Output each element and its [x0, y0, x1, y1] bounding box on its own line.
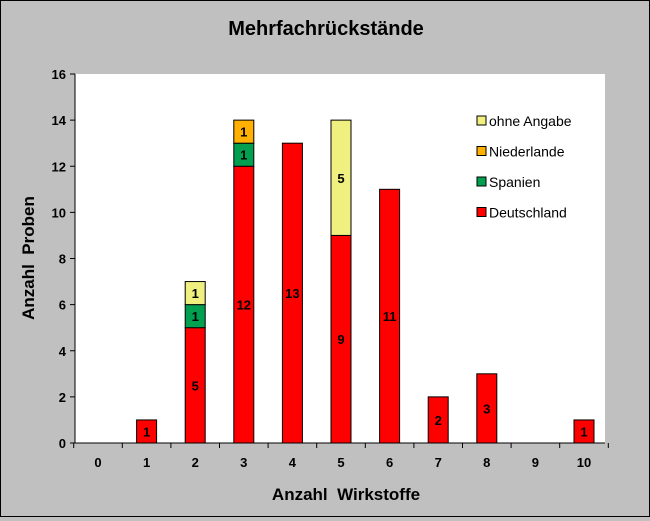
x-tick-label: 2 [192, 455, 199, 470]
y-tick-label: 6 [59, 298, 66, 313]
y-tick-label: 4 [59, 344, 67, 359]
x-tick-label: 9 [532, 455, 539, 470]
y-axis-label: Anzahl Proben [19, 196, 38, 320]
x-tick-label: 4 [289, 455, 297, 470]
x-axis-label: Anzahl Wirkstoffe [272, 485, 420, 504]
x-tick-label: 0 [94, 455, 101, 470]
data-label: 1 [240, 125, 247, 140]
legend-swatch [476, 146, 487, 156]
legend-label: Spanien [489, 174, 540, 190]
bar-segment-ohne-angabe-5 [330, 119, 352, 236]
y-tick-label: 8 [59, 252, 66, 267]
legend-swatch [476, 176, 487, 187]
x-tick-label: 5 [337, 455, 344, 470]
data-label: 9 [337, 332, 344, 347]
data-label: 1 [580, 424, 587, 439]
y-tick-label: 14 [52, 113, 67, 128]
x-tick-label: 7 [435, 455, 442, 470]
data-label: 13 [285, 286, 299, 301]
legend-label: ohne Angabe [489, 113, 572, 129]
data-label: 2 [435, 413, 442, 428]
legend-swatch [476, 207, 487, 217]
x-tick-label: 6 [386, 455, 393, 470]
bar-segment-ohne-angabe-2 [184, 281, 206, 306]
data-label: 3 [483, 401, 490, 416]
y-tick-label: 16 [52, 67, 66, 82]
x-tick-label: 8 [483, 455, 490, 470]
legend-swatch [476, 115, 487, 126]
data-label: 11 [383, 309, 397, 324]
x-tick-label: 3 [240, 455, 247, 470]
legend-label: Deutschland [489, 205, 567, 221]
data-label: 1 [192, 309, 199, 324]
x-tick-label: 10 [577, 455, 591, 470]
data-label: 12 [237, 298, 251, 313]
data-label: 1 [143, 424, 150, 439]
legend-label: Niederlande [489, 144, 565, 160]
y-tick-label: 0 [59, 436, 66, 451]
y-tick-label: 10 [52, 205, 66, 220]
data-label: 5 [192, 378, 199, 393]
chart-title: Mehrfachrückstände [228, 18, 424, 40]
y-tick-label: 2 [59, 390, 66, 405]
legend: ohne Angabe Niederlande Spanien Deutschland [476, 113, 572, 221]
data-label: 5 [337, 171, 344, 186]
data-label: 1 [192, 286, 199, 301]
y-tick-label: 12 [52, 159, 66, 174]
bar-segment-niederlande-3 [233, 119, 255, 144]
data-label: 1 [240, 148, 247, 163]
x-tick-label: 1 [143, 455, 150, 470]
